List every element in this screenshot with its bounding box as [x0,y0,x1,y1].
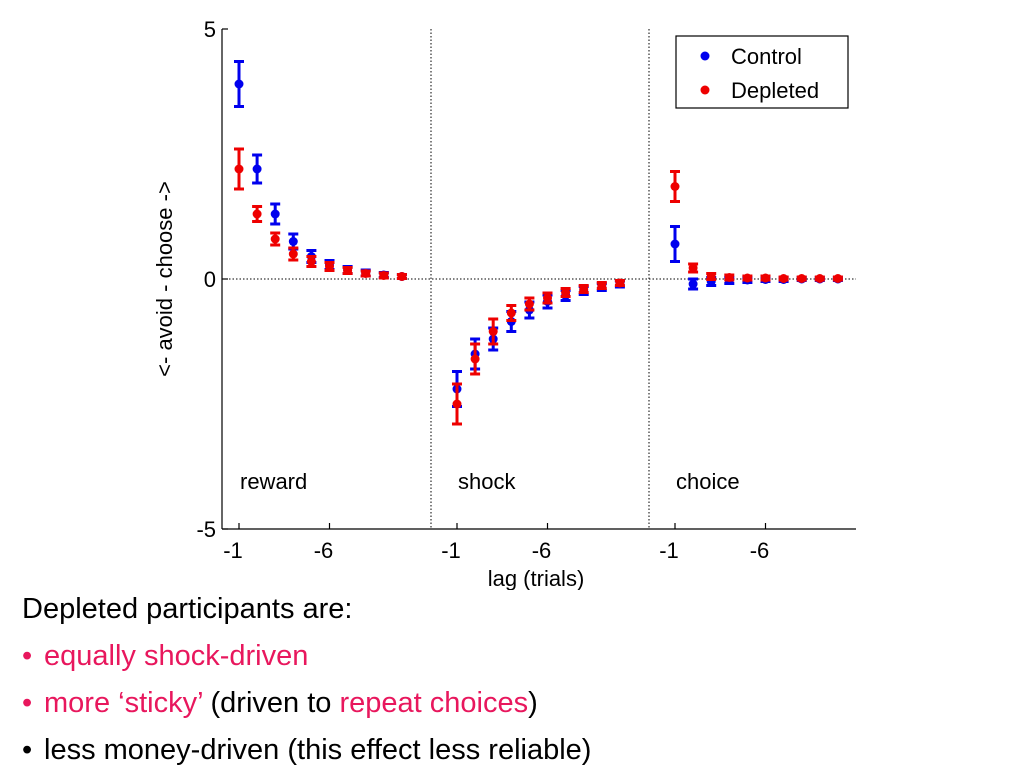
lag-regression-chart: 5 0 -5 -1 -6 reward -1 -6 shock -1 -6 choice <- avo… [152,17,856,590]
bullet-text-shock: equally shock-driven [44,640,309,672]
data-point-depleted [325,262,334,271]
data-point-control [252,164,262,174]
legend-label-control: Control [731,44,802,69]
caption: Depleted participants are: • equally shoc… [22,586,1002,774]
data-point-depleted [833,274,843,283]
data-point-control [670,239,680,249]
data-point-depleted [615,278,625,288]
data-point-depleted [779,274,789,283]
data-point-depleted [742,273,752,283]
data-point-depleted [670,182,680,191]
panel-label-choice: choice [676,469,740,494]
bullet-text-plain-end: ) [528,687,538,719]
legend-marker-depleted [700,85,710,95]
data-point-depleted [397,272,407,281]
data-point-depleted [452,399,462,409]
legend: Control Depleted [675,35,849,109]
axes: 5 0 -5 -1 -6 reward -1 -6 shock -1 -6 choice [196,17,856,563]
y-tick-label: -5 [196,517,216,542]
data-point-depleted [288,249,298,259]
data-point-depleted [797,274,807,283]
data-point-depleted [543,293,552,303]
data-point-depleted [706,272,716,281]
y-axis-label: <- avoid - choose -> [152,181,177,377]
data-point-depleted [524,299,534,309]
x-axis-label: lag (trials) [488,566,585,590]
data-point-depleted [506,308,516,318]
data-point-depleted [761,273,770,283]
data-point-depleted [234,164,244,174]
panel-label-reward: reward [240,469,307,494]
data-point-depleted [270,234,280,244]
panel-label-shock: shock [458,469,516,494]
caption-bullet-2: • more ‘sticky’ (driven to repeat choices… [22,680,1002,727]
bullet-text-sticky: more ‘sticky’ [44,687,203,719]
legend-marker-control [700,51,710,61]
data-point-depleted [379,271,389,280]
data-point-depleted [252,209,262,219]
y-tick-label: 5 [204,17,216,42]
data-marks [234,60,843,426]
bullet-marker: • [22,640,33,672]
caption-heading: Depleted participants are: [22,593,353,625]
bullet-marker: • [22,734,33,766]
caption-bullet-1: • equally shock-driven [22,633,1002,680]
data-point-depleted [488,327,498,336]
bullet-text-plain: (driven to [202,687,340,719]
x-tick-label: -6 [750,538,770,563]
data-point-depleted [306,257,316,266]
data-point-control [270,209,280,219]
legend-label-depleted: Depleted [731,78,819,103]
caption-bullet-3: • less money-driven (this effect less rel… [22,727,1002,774]
bullet-text-money: less money-driven (this effect less reli… [44,734,592,766]
data-point-control [234,79,244,89]
data-point-depleted [724,273,734,282]
y-tick-label: 0 [204,267,216,292]
data-point-depleted [688,263,698,273]
x-tick-label: -6 [314,538,334,563]
bullet-text-repeat: repeat choices [339,687,529,719]
bullet-marker: • [22,687,33,719]
data-point-depleted [361,269,371,278]
data-point-depleted [343,266,353,275]
x-tick-label: -1 [223,538,243,563]
data-point-control [688,279,698,289]
x-tick-label: -6 [532,538,552,563]
x-tick-label: -1 [441,538,461,563]
data-point-depleted [470,354,480,364]
data-point-depleted [579,284,589,294]
data-point-depleted [597,281,607,290]
x-tick-label: -1 [659,538,679,563]
data-point-depleted [815,274,825,283]
data-point-depleted [561,288,571,297]
data-point-control [288,237,298,246]
